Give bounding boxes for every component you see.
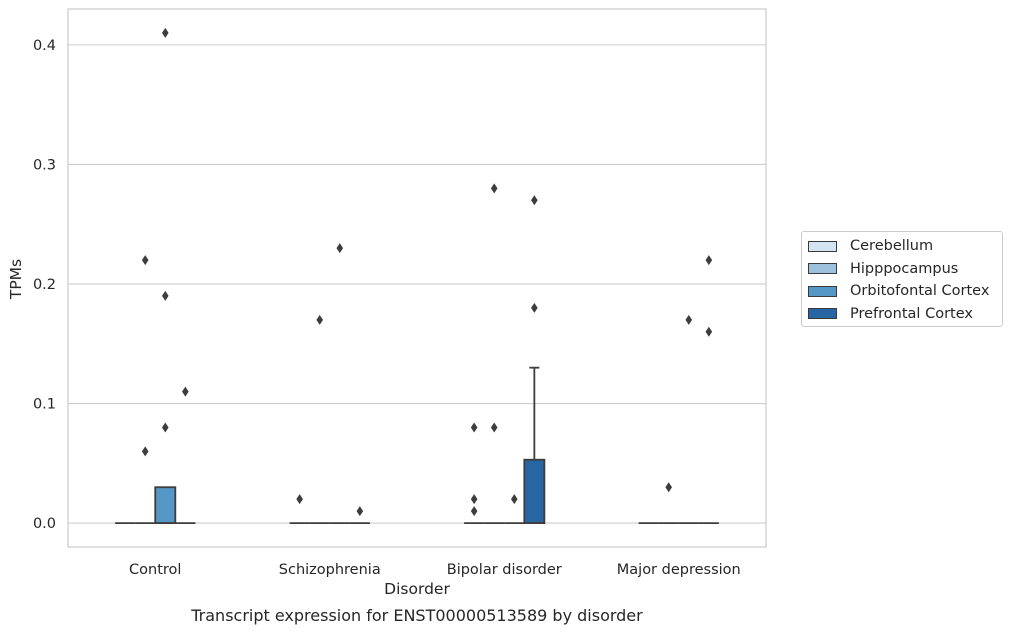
x-tick-label: Major depression [617, 562, 741, 578]
outlier-point [490, 183, 498, 194]
box-orbitofontal-cortex [678, 314, 699, 524]
x-tick-label: Control [129, 562, 181, 578]
y-tick-label: 0.2 [33, 277, 56, 293]
box-orbitofontal-cortex [154, 27, 177, 524]
box-prefrontal-cortex [175, 386, 196, 524]
box [154, 486, 177, 524]
outlier-point [161, 422, 169, 433]
plot-frame [67, 8, 767, 548]
box-prefrontal-cortex [698, 255, 719, 524]
legend-swatch [808, 263, 837, 275]
y-tick-label: 0.1 [33, 397, 56, 413]
outlier-point [685, 314, 693, 325]
outlier-point [356, 506, 364, 517]
box-prefrontal-cortex [349, 506, 370, 524]
box-orbitofontal-cortex [329, 243, 350, 524]
outlier-point [161, 290, 169, 301]
outlier-point [182, 386, 189, 397]
outlier-point [161, 27, 169, 38]
x-tick-label: Schizophrenia [279, 562, 381, 578]
outlier-point [531, 302, 538, 313]
outlier-point [665, 482, 673, 493]
legend-swatch [808, 308, 837, 320]
legend-swatch [808, 240, 837, 252]
legend-label: Cerebellum [850, 238, 934, 255]
legend-item: Prefrontal Cortex [808, 303, 1002, 326]
legend-label: Hipppocampus [850, 260, 959, 277]
outlier-point [336, 243, 344, 254]
box-cerebellum [464, 422, 485, 524]
legend-swatch [808, 285, 837, 297]
outlier-point [705, 255, 713, 266]
box-orbitofontal-cortex [504, 494, 525, 524]
box-hipppocampus [658, 482, 679, 524]
box-prefrontal-cortex [523, 195, 546, 524]
box-hipppocampus [484, 183, 505, 524]
y-tick-label: 0.0 [33, 516, 56, 532]
box-hipppocampus [135, 255, 156, 524]
outlier-point [490, 422, 498, 433]
box [523, 458, 546, 524]
legend-item: Hipppocampus [808, 258, 1002, 281]
x-axis-label: Disorder [384, 580, 450, 598]
legend: Cerebellum Hipppocampus Orbitofontal Corte… [801, 231, 1003, 327]
outlier-point [316, 314, 324, 325]
outlier-point [141, 446, 149, 457]
x-tick-label: Bipolar disorder [447, 562, 562, 578]
x-tick-labels: Control Schizophrenia Bipolar disorder Majo… [129, 562, 741, 578]
y-axis-label: TPMs [7, 258, 25, 300]
y-tick-label: 0.4 [33, 38, 56, 54]
outlier-point [470, 506, 478, 517]
box-hipppocampus [309, 314, 330, 524]
outlier-point [470, 494, 478, 505]
legend-item: Orbitofontal Cortex [808, 280, 1002, 303]
outlier-point [141, 255, 149, 266]
outlier-point [510, 494, 518, 505]
y-tick-labels: 0.0 0.1 0.2 0.3 0.4 [33, 38, 56, 532]
grid-lines [68, 44, 766, 524]
outlier-point [470, 422, 478, 433]
box-cerebellum [289, 494, 310, 524]
chart-caption: Transcript expression for ENST0000051358… [191, 606, 643, 625]
outlier-point [531, 195, 538, 206]
box-marks [115, 27, 719, 524]
y-tick-label: 0.3 [33, 157, 56, 173]
legend-label: Orbitofontal Cortex [850, 283, 990, 300]
legend-item: Cerebellum [808, 235, 1002, 258]
outlier-point [296, 494, 303, 505]
legend-label: Prefrontal Cortex [850, 305, 973, 322]
outlier-point [705, 326, 713, 337]
